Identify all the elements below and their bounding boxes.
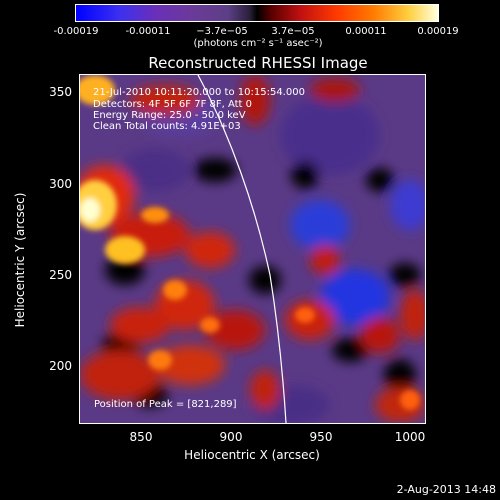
- x-tick-label: 850: [129, 430, 153, 444]
- colorbar-tick-label: 0.00011: [345, 26, 387, 37]
- heatmap-svg: [80, 75, 425, 423]
- y-tick-label: 250: [49, 268, 72, 282]
- info-line: Clean Total counts: 4.91E+03: [93, 121, 241, 132]
- colorbar-tick-label: -0.00011: [125, 26, 171, 37]
- x-axis-label: Heliocentric X (arcsec): [184, 448, 320, 462]
- colorbar-units: (photons cm⁻² s⁻¹ asec⁻²): [193, 38, 323, 49]
- colorbar: [75, 4, 439, 22]
- y-axis-label: Heliocentric Y (arcsec): [13, 192, 27, 328]
- x-tick-label: 950: [309, 430, 333, 444]
- info-line: Detectors: 4F 5F 6F 7F 8F, Att 0: [93, 99, 253, 110]
- heatmap-hotspots: [80, 75, 420, 410]
- heatmap-blobs: [80, 75, 425, 423]
- y-tick-label: 300: [49, 177, 72, 191]
- info-line: 21-Jul-2010 10:11:20.000 to 10:15:54.000: [93, 87, 305, 98]
- y-tick-label: 350: [49, 85, 72, 99]
- x-tick-label: 1000: [394, 430, 426, 444]
- x-tick-label: 900: [219, 430, 243, 444]
- footer-date: 2-Aug-2013 14:48: [396, 483, 496, 496]
- image-plot: 21-Jul-2010 10:11:20.000 to 10:15:54.000…: [79, 74, 426, 424]
- y-tick-label: 200: [49, 359, 72, 373]
- solar-limb-curve: [197, 75, 287, 423]
- colorbar-tick-label: -0.00019: [53, 26, 99, 37]
- plot-title: Reconstructed RHESSI Image: [148, 54, 368, 72]
- peak-position-text: Position of Peak = [821,289]: [94, 399, 237, 410]
- colorbar-gradient: [75, 4, 439, 22]
- colorbar-tick-label: 0.00019: [417, 26, 459, 37]
- info-line: Energy Range: 25.0 - 50.0 keV: [93, 110, 246, 121]
- colorbar-tick-label: −3.7e−05: [196, 26, 248, 37]
- colorbar-tick-label: 3.7e−05: [271, 26, 315, 37]
